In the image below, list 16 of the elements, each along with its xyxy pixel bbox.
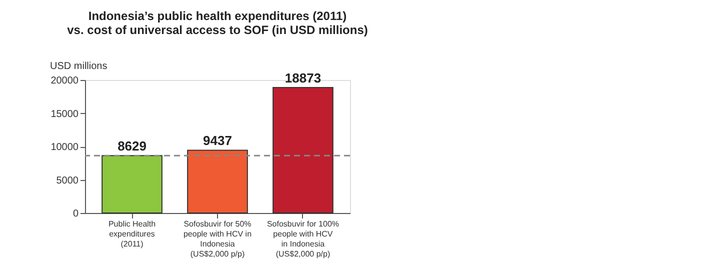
x-tick-label: Sofosbuvir for 100% people with HCV in Indonesia (US$2,000 p/p) xyxy=(266,220,340,258)
y-tick-label: 5000 xyxy=(56,175,79,186)
y-tick-label: 0 xyxy=(72,208,79,220)
y-tick-label: 15000 xyxy=(50,108,79,120)
x-tick-label: Public Health expenditures (2011) xyxy=(108,220,156,248)
bar xyxy=(272,86,334,214)
bar xyxy=(187,150,248,214)
x-tick-label: Sofosbuvir for 50% people with HCV in Indonesia (US$2,000 p/p) xyxy=(183,220,252,258)
y-tick-label: 20000 xyxy=(50,76,79,86)
chart-title: Indonesia’s public health expenditures (2011) vs. cost of universal access to SOF (in USD millions) xyxy=(67,9,368,37)
data-label: 8629 xyxy=(118,138,146,154)
y-axis-title: USD millions xyxy=(50,61,108,72)
data-label: 9437 xyxy=(203,133,232,148)
bar xyxy=(102,155,162,214)
data-label: 18873 xyxy=(284,70,322,86)
y-tick-label: 10000 xyxy=(50,142,79,153)
